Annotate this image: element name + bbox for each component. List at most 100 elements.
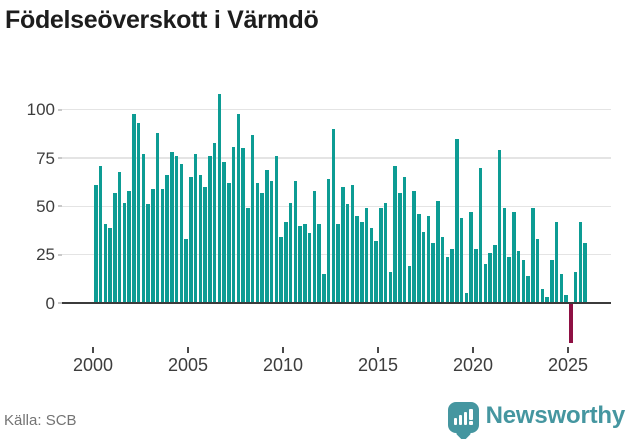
- bar: [279, 237, 283, 303]
- bar: [336, 223, 340, 303]
- chart-title: Födelseöverskott i Värmdö: [5, 6, 319, 34]
- bar: [383, 202, 388, 303]
- exclamation-icon: [469, 408, 473, 420]
- bar: [459, 217, 464, 303]
- bar: [236, 113, 241, 303]
- bar: [583, 243, 587, 303]
- bar: [369, 227, 374, 303]
- bar: [445, 256, 450, 303]
- x-axis-line: [62, 301, 611, 305]
- x-axis-label-2015: 2015: [357, 355, 399, 375]
- bar: [151, 189, 155, 303]
- x-axis-tick: [187, 347, 189, 353]
- y-axis-tick: [58, 157, 62, 160]
- bar: [436, 200, 440, 303]
- x-axis-label-2005: 2005: [167, 355, 209, 375]
- exclamation-dot-icon: [469, 421, 473, 425]
- bar: [184, 239, 188, 303]
- bar: [303, 223, 307, 303]
- bar: [227, 183, 231, 303]
- x-axis-label-2010: 2010: [262, 355, 304, 375]
- bar: [398, 192, 402, 303]
- bar: [132, 113, 136, 303]
- x-axis-label-2000: 2000: [72, 355, 114, 375]
- bar: [350, 185, 355, 303]
- bar: [269, 181, 274, 303]
- bar: [255, 183, 260, 303]
- bar: [478, 167, 483, 303]
- bar: [464, 293, 469, 303]
- bar: [165, 175, 169, 303]
- bar: [516, 250, 521, 303]
- bar: [326, 179, 331, 303]
- bar: [388, 272, 393, 303]
- bar: [231, 146, 236, 303]
- gridline-50: [62, 205, 611, 208]
- mini-bar-icon: [453, 418, 458, 425]
- bar: [241, 148, 245, 303]
- y-axis-label-75: 75: [36, 148, 55, 168]
- y-axis-tick: [58, 253, 62, 256]
- bar: [554, 221, 559, 303]
- bar: [146, 204, 150, 303]
- x-axis-tick: [472, 347, 474, 353]
- bar: [393, 165, 397, 303]
- bar: [426, 216, 431, 303]
- bar: [117, 171, 122, 303]
- y-axis-tick: [58, 205, 62, 208]
- bar: [208, 156, 212, 303]
- y-axis-label-0: 0: [45, 293, 55, 313]
- bar: [450, 248, 454, 303]
- bar: [136, 123, 141, 303]
- bar: [521, 260, 526, 303]
- bar: [374, 241, 378, 303]
- gridline-75: [62, 157, 611, 159]
- bar: [502, 208, 507, 303]
- bar: [307, 233, 312, 303]
- newsworthy-wordmark: Newsworthy: [485, 402, 626, 429]
- highlighted-negative-bar: [569, 304, 573, 343]
- bar: [440, 237, 445, 303]
- bar: [222, 161, 226, 303]
- x-axis-tick: [567, 347, 569, 353]
- bar: [179, 163, 184, 303]
- bar: [284, 221, 288, 303]
- bar: [160, 189, 165, 303]
- x-axis-tick: [377, 347, 379, 353]
- bar: [364, 208, 369, 303]
- bar: [98, 165, 103, 303]
- y-axis-label-50: 50: [36, 196, 55, 216]
- bar: [341, 187, 345, 303]
- bar: [141, 154, 146, 303]
- x-axis-label-2020: 2020: [452, 355, 494, 375]
- bar: [431, 243, 435, 303]
- y-axis-tick: [58, 302, 62, 304]
- bar: [564, 295, 568, 303]
- y-axis-label-100: 100: [26, 100, 55, 120]
- bar: [94, 185, 98, 303]
- bar: [507, 256, 511, 303]
- bar: [317, 223, 321, 303]
- bar: [402, 177, 407, 303]
- bar: [260, 192, 264, 303]
- bar: [203, 187, 207, 303]
- bar: [345, 204, 350, 303]
- bar: [493, 245, 497, 303]
- mini-bar-icon: [463, 412, 468, 425]
- bar: [531, 208, 535, 303]
- bar: [198, 175, 203, 303]
- bar: [483, 264, 488, 303]
- bar: [488, 252, 492, 303]
- bar: [298, 225, 302, 303]
- bar: [421, 231, 426, 303]
- bar: [512, 212, 516, 303]
- bar: [265, 169, 269, 303]
- y-axis-tick: [58, 108, 62, 111]
- bar: [417, 214, 421, 303]
- bar: [412, 190, 416, 303]
- bar: [497, 150, 502, 303]
- bar: [288, 202, 293, 303]
- bar: [360, 221, 364, 303]
- bar: [250, 134, 255, 303]
- mini-bar-icon: [458, 415, 463, 425]
